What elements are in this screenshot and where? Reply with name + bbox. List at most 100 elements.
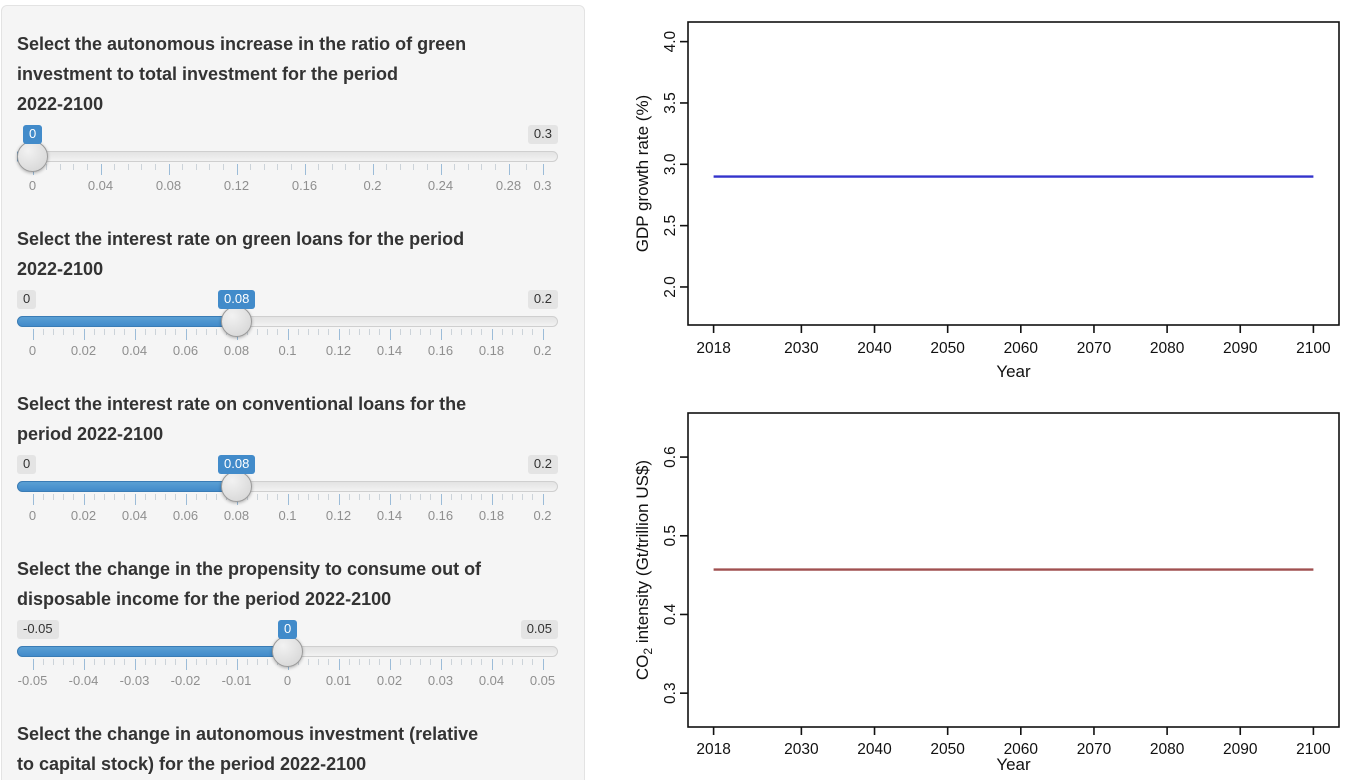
slider-handle[interactable] [17,141,48,172]
y-axis-tick-label: 3.0 [662,153,679,175]
green-investment-ratio-slider[interactable]: 0 0.3 0 0 0.04 0.08 0.12 0.16 0.2 0.24 0.28 0.3 [17,125,558,193]
slider-grid-label: -0.02 [170,673,201,688]
slider-grid-minor-tick [42,494,44,500]
y-axis-tick-label: 0.5 [662,525,679,547]
slider-grid-label: 0.14 [376,343,403,358]
slider-grid-minor-tick [307,659,309,665]
slider-grid: -0.05 -0.04 -0.03 -0.02 -0.01 0 0.01 0.02 0.03 0.… [17,659,558,688]
y-axis-label: GDP growth rate (%) [633,95,652,252]
slider-grid-minor-tick [297,329,299,335]
slider-grid-major-tick [491,659,493,670]
slider-grid-label: 0 [28,508,37,523]
slider-grid-minor-tick [409,494,411,500]
slider-grid-minor-tick [73,494,75,500]
y-axis-tick-label: 2.5 [662,215,679,237]
gdp-growth-rate-chart: 2018 2030 2040 2050 2060 2070 2080 2090 2100 Year… [601,0,1356,390]
slider-grid-minor-tick [226,659,228,665]
slider-grid-minor-tick [511,329,513,335]
slider-grid-label: 0.08 [223,508,250,523]
slider-grid-minor-tick [379,659,381,665]
y-axis-tick-label: 0.4 [662,603,679,625]
slider-grid-minor-tick [522,494,524,500]
x-axis-tick-label: 2040 [857,741,892,758]
slider-grid-label: 0.1 [278,343,297,358]
slider-grid-minor-tick [420,494,422,500]
slider-grid-minor-tick [165,494,167,500]
slider-grid-minor-tick [399,164,401,170]
slider-grid-minor-tick [154,494,156,500]
slider-grid-major-tick [440,164,442,175]
slider-grid-minor-tick [348,329,350,335]
slider-grid-label: 0.12 [223,178,250,193]
slider-grid-label: 0.18 [478,343,505,358]
slider-grid-minor-tick [358,164,360,170]
slider-grid-minor-tick [348,494,350,500]
slider-grid-label: 0.16 [427,508,454,523]
x-axis-tick-label: 2080 [1150,340,1185,357]
x-axis-tick-label: 2018 [696,340,730,357]
slider-section-green-loan-rate: Select the interest rate on green loans … [17,224,566,358]
slider-grid-minor-tick [399,659,401,665]
slider-grid-major-tick [542,164,544,175]
plot-box [687,21,1340,326]
slider-grid-minor-tick [501,659,503,665]
slider-grid-major-tick [338,494,340,505]
slider-grid-label: 0.2 [533,508,552,523]
slider-grid-major-tick [185,494,187,505]
slider-grid-label: 0.24 [427,178,454,193]
slider-grid-major-tick [134,494,136,505]
slider-grid-minor-tick [144,329,146,335]
slider-grid-major-tick [440,329,442,340]
slider-grid-minor-tick [454,164,456,170]
slider-grid-minor-tick [430,494,432,500]
slider-grid-minor-tick [471,659,473,665]
slider-grid-major-tick [185,329,187,340]
slider-track[interactable] [17,151,558,162]
slider-grid-minor-tick [52,659,54,665]
slider-grid-minor-tick [318,164,320,170]
slider-handle[interactable] [221,471,252,502]
slider-grid-minor-tick [103,494,105,500]
chart-svg: 2018 2030 2040 2050 2060 2070 2080 2090 2100 Year… [633,412,1340,774]
slider-fill-bar [17,316,237,327]
slider-grid-minor-tick [124,659,126,665]
slider-grid-minor-tick [256,329,258,335]
slider-grid-minor-tick [93,659,95,665]
slider-grid-minor-tick [154,659,156,665]
slider-grid-label: 0.04 [121,343,148,358]
slider-grid-major-tick [542,659,544,670]
slider-grid-minor-tick [481,494,483,500]
propensity-to-consume-slider[interactable]: -0.05 0.05 0 -0.05 -0.04 -0.03 -0.02 -0.01 0 0… [17,620,558,688]
slider-grid-minor-tick [318,329,320,335]
slider-grid-minor-tick [511,659,513,665]
slider-value-badge: 0.08 [218,455,256,474]
slider-grid-label: 0.1 [278,508,297,523]
slider-grid-major-tick [440,659,442,670]
slider-grid-major-tick [542,494,544,505]
green-loan-rate-slider[interactable]: 0 0.2 0.08 0 0.02 0.04 0.06 0.08 0.1 0.12 0.14 0… [17,290,558,358]
slider-grid-minor-tick [73,164,75,170]
slider-grid-major-tick [83,329,85,340]
slider-grid-minor-tick [379,494,381,500]
slider-grid-minor-tick [124,494,126,500]
slider-handle[interactable] [272,636,303,667]
slider-value-badge: 0 [278,620,298,639]
slider-grid-minor-tick [386,164,388,170]
slider-value-badge: 0.08 [218,290,256,309]
slider-grid-label: 0.01 [325,673,352,688]
slider-grid-minor-tick [297,494,299,500]
slider-grid-minor-tick [46,164,48,170]
slider-grid-label: 0.03 [427,673,454,688]
conventional-loan-rate-slider[interactable]: 0 0.2 0.08 0 0.02 0.04 0.06 0.08 0.1 0.12 0.14 0… [17,455,558,523]
y-axis-tick-label: 0.3 [662,682,679,704]
slider-handle[interactable] [221,306,252,337]
slider-grid-minor-tick [216,659,218,665]
x-axis-tick-label: 2060 [1004,340,1039,357]
slider-grid-minor-tick [430,659,432,665]
slider-grid-label: 0.2 [533,343,552,358]
y-axis-tick-label: 0.6 [662,446,679,468]
co2-intensity-chart: 2018 2030 2040 2050 2060 2070 2080 2090 2100 Year… [601,390,1356,780]
slider-grid-minor-tick [175,329,177,335]
slider-max-badge: 0.3 [527,125,558,144]
slider-grid-minor-tick [175,659,177,665]
